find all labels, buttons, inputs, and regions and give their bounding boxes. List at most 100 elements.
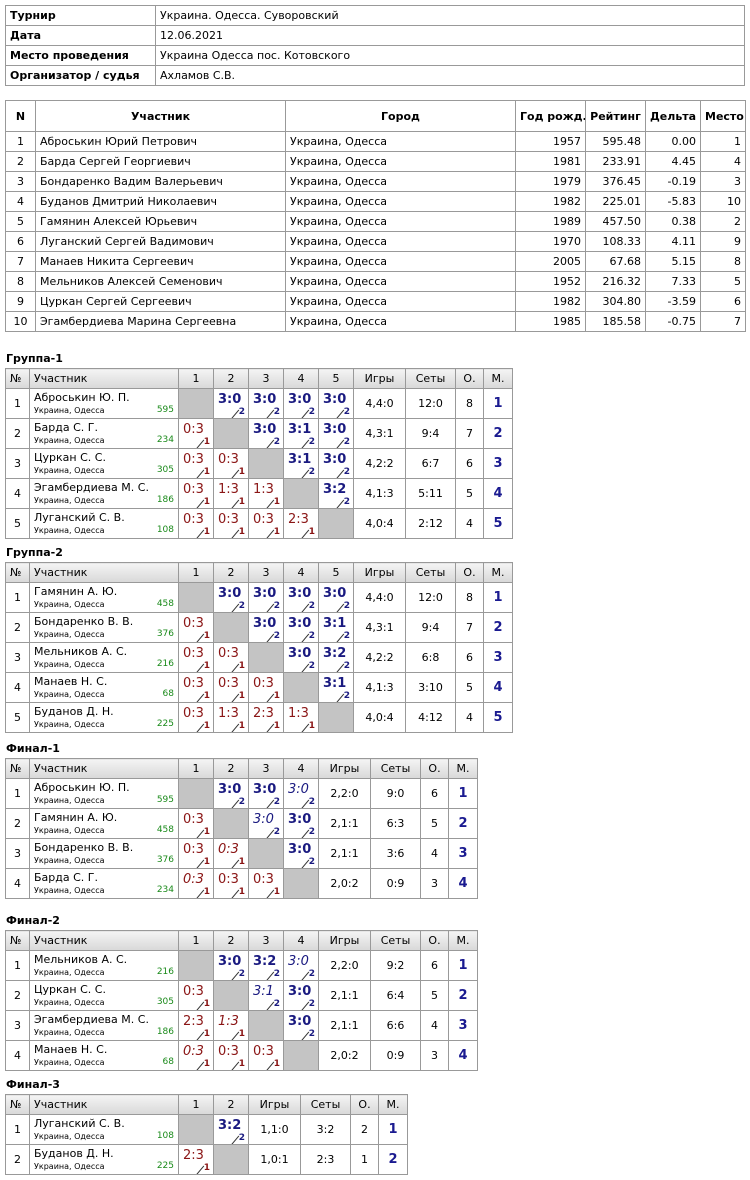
games: 1,0:1	[248, 1144, 301, 1175]
column-header: Участник	[29, 368, 179, 389]
group-table: № Участник 1 2 3 4 Игры Сеты О. М. 1 Мельников А. С…	[5, 930, 478, 1071]
match-points: 2	[308, 827, 315, 837]
score-cell: 0:3 1	[178, 672, 214, 703]
column-header: 2	[213, 562, 249, 583]
games: 4,4:0	[353, 388, 406, 419]
header-row: № Участник 1 2 Игры Сеты О. М.	[5, 1094, 408, 1115]
cell: 10	[5, 311, 36, 332]
match-points: 1	[238, 857, 245, 867]
sets: 3:10	[405, 672, 456, 703]
sets: 12:0	[405, 388, 456, 419]
score: 3:0	[218, 782, 242, 797]
player-name: Буданов Д. Н.	[34, 1147, 114, 1160]
match-points: 1	[273, 721, 280, 731]
place: 1	[448, 950, 478, 981]
player-name: Манаев Н. С.	[34, 675, 108, 688]
header-row: № Участник 1 2 3 4 Игры Сеты О. М.	[5, 930, 478, 951]
score: 0:3	[183, 616, 204, 631]
score-cell: 0:3 1	[213, 868, 249, 899]
score-cell: 0:3 1	[213, 508, 249, 539]
cell: Украина, Одесса	[285, 171, 516, 192]
match-points: 2	[308, 601, 315, 611]
match-points: 1	[203, 999, 210, 1009]
games: 2,1:1	[318, 1010, 371, 1041]
match-points: 1	[203, 1163, 210, 1173]
cell: Украина, Одесса	[285, 311, 516, 332]
column-header: Сеты	[370, 758, 421, 779]
player-rating: 186	[156, 1027, 174, 1037]
column-header: №	[5, 758, 30, 779]
points: 5	[420, 808, 449, 839]
cell: Эгамбердиева Марина Сергеевна	[35, 311, 286, 332]
games: 4,3:1	[353, 418, 406, 449]
empty-cell	[248, 838, 284, 869]
player-rating: 305	[156, 465, 174, 475]
points: 6	[455, 448, 484, 479]
group-title: Группа-2	[6, 546, 63, 559]
cell: 233.91	[585, 151, 646, 172]
column-header: 4	[283, 368, 319, 389]
player-row: 1 Мельников А. С. Украина, Одесса 216 3:0 2 3:…	[5, 950, 478, 981]
column-header: 2	[213, 758, 249, 779]
score: 3:1	[288, 422, 312, 437]
player-cell: Буданов Д. Н. Украина, Одесса 225	[29, 1144, 179, 1175]
match-points: 1	[308, 527, 315, 537]
games: 2,1:1	[318, 808, 371, 839]
points: 1	[350, 1144, 379, 1175]
score-cell: 2:3 1	[178, 1144, 214, 1175]
score: 3:0	[323, 392, 347, 407]
column-header: 4	[283, 930, 319, 951]
score: 0:3	[253, 512, 274, 527]
player-row: 1 Аброськин Ю. П. Украина, Одесса 595 3:0 2 3:…	[5, 778, 478, 809]
player-city: Украина, Одесса	[34, 1132, 105, 1141]
player-city: Украина, Одесса	[34, 720, 105, 729]
column-header: 3	[248, 562, 284, 583]
place: 1	[483, 582, 513, 613]
match-points: 1	[203, 467, 210, 477]
row-number: 3	[5, 642, 30, 673]
player-rating: 216	[156, 659, 174, 669]
score-cell: 3:0 2	[318, 418, 354, 449]
empty-cell	[318, 508, 354, 539]
games: 2,1:1	[318, 980, 371, 1011]
sets: 6:6	[370, 1010, 421, 1041]
player-row: 4 Манаев Н. С. Украина, Одесса 68 0:3 1 0:3 1 0:…	[5, 1040, 478, 1071]
score-cell: 3:0 2	[248, 388, 284, 419]
column-header: Игры	[318, 758, 371, 779]
score-cell: 0:3 1	[178, 702, 214, 733]
player-row: 3 Эгамбердиева М. С. Украина, Одесса 186 2:3…	[5, 1010, 478, 1041]
sets: 6:7	[405, 448, 456, 479]
score: 0:3	[253, 872, 274, 887]
player-cell: Бондаренко В. В. Украина, Одесса 376	[29, 838, 179, 869]
column-header: М.	[483, 562, 513, 583]
score: 0:3	[218, 512, 239, 527]
points: 5	[455, 672, 484, 703]
score-cell: 1:3 1	[248, 478, 284, 509]
player-cell: Барда С. Г. Украина, Одесса 234	[29, 868, 179, 899]
empty-cell	[248, 448, 284, 479]
match-points: 2	[273, 601, 280, 611]
column-header: Сеты	[300, 1094, 351, 1115]
match-points: 2	[308, 407, 315, 417]
player-cell: Луганский С. В. Украина, Одесса 108	[29, 508, 179, 539]
cell: Бондаренко Вадим Валерьевич	[35, 171, 286, 192]
place: 1	[483, 388, 513, 419]
score: 2:3	[253, 706, 274, 721]
score: 0:3	[183, 984, 204, 999]
games: 1,1:0	[248, 1114, 301, 1145]
place: 3	[483, 642, 513, 673]
column-header: М.	[448, 930, 478, 951]
player-city: Украина, Одесса	[34, 436, 105, 445]
score: 3:1	[253, 984, 274, 999]
cell: 4	[700, 151, 746, 172]
sets: 9:4	[405, 418, 456, 449]
empty-cell	[283, 672, 319, 703]
info-row: Дата 12.06.2021	[5, 25, 745, 46]
column-header: Участник	[29, 1094, 179, 1115]
player-cell: Аброськин Ю. П. Украина, Одесса 595	[29, 778, 179, 809]
cell: 4	[5, 191, 36, 212]
player-city: Украина, Одесса	[34, 1028, 105, 1037]
player-name: Бондаренко В. В.	[34, 615, 134, 628]
participant-row: 9 Цуркан Сергей Сергеевич Украина, Одесса 1…	[5, 291, 746, 312]
